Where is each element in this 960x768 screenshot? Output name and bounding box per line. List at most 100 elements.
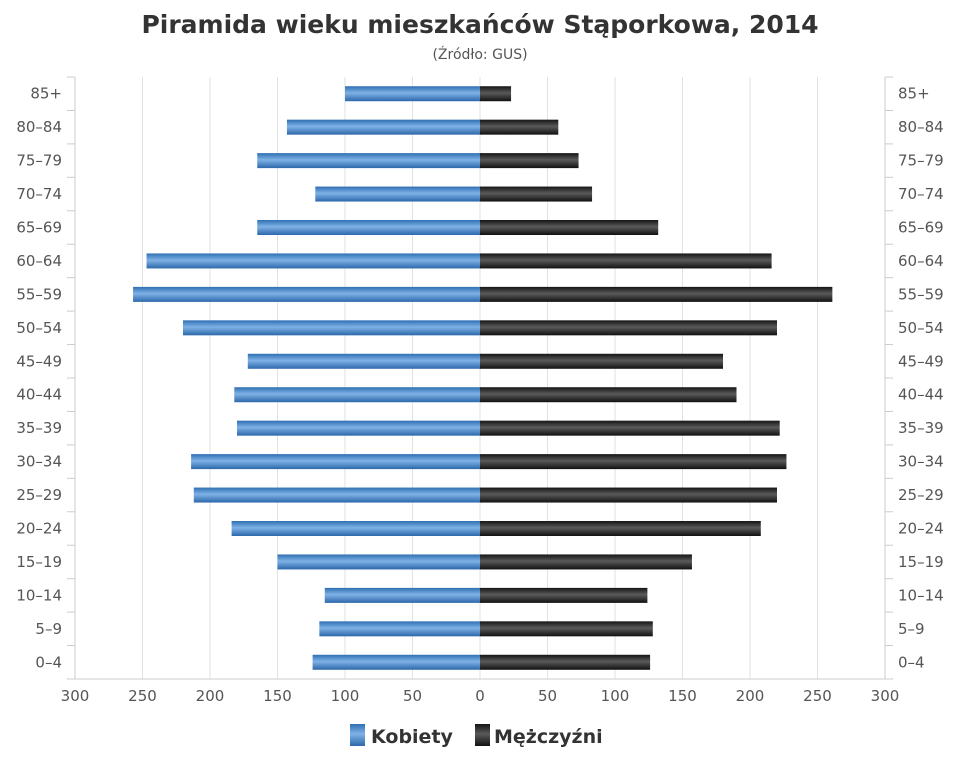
bar-female-40–44[interactable] [234, 387, 480, 403]
bar-female-75–79[interactable] [257, 153, 480, 169]
bar-male-80–84[interactable] [480, 119, 559, 135]
axes [67, 76, 893, 680]
bar-female-55–59[interactable] [133, 286, 481, 302]
bar-female-20–24[interactable] [231, 521, 480, 536]
category-label-right: 75–79 [898, 152, 944, 170]
x-tick-label: 250 [803, 687, 832, 705]
x-tick-label: 150 [263, 687, 292, 705]
bar-male-65–69[interactable] [480, 220, 659, 235]
chart-subtitle: (Źródło: GUS) [432, 45, 527, 63]
x-tick-label: 300 [61, 687, 90, 705]
x-tick-label: 50 [403, 687, 422, 705]
legend[interactable]: Kobiety Mężczyźni [350, 724, 603, 748]
category-label-left: 30–34 [16, 453, 62, 471]
bar-male-25–29[interactable] [480, 487, 777, 503]
category-label-right: 35–39 [898, 419, 944, 437]
bar-male-0–4[interactable] [480, 654, 651, 670]
category-label-left: 5–9 [35, 620, 62, 638]
category-label-left: 25–29 [16, 486, 62, 504]
category-label-left: 70–74 [16, 185, 62, 203]
x-tick-label: 50 [538, 687, 557, 705]
x-tick-label: 150 [668, 687, 697, 705]
category-label-right: 25–29 [898, 486, 944, 504]
bar-female-80–84[interactable] [286, 119, 480, 135]
category-label-left: 20–24 [16, 520, 62, 538]
category-label-right: 10–14 [898, 586, 944, 604]
bar-male-30–34[interactable] [480, 454, 787, 470]
bar-male-50–54[interactable] [480, 320, 777, 336]
category-labels: 0–4 0–4 5–9 5–9 10–14 10–14 15–19 15–19 20–24 20–… [16, 85, 943, 672]
x-tick-labels: 300 250 200 150 100 50 0 50 100 150 200 250 300 [61, 687, 900, 705]
bar-male-45–49[interactable] [480, 353, 723, 369]
x-tick-label: 300 [871, 687, 900, 705]
bar-male-60–64[interactable] [480, 253, 772, 269]
bar-male-70–74[interactable] [480, 186, 593, 202]
category-label-left: 45–49 [16, 352, 62, 370]
chart-title: Piramida wieku mieszkańców Stąporkowa, 2… [141, 10, 818, 39]
legend-swatch-male [475, 724, 490, 746]
bar-female-30–34[interactable] [191, 454, 480, 470]
category-label-right: 60–64 [898, 252, 944, 270]
category-label-left: 55–59 [16, 285, 62, 303]
bar-female-0–4[interactable] [312, 654, 480, 670]
category-label-right: 70–74 [898, 185, 944, 203]
bar-male-55–59[interactable] [480, 286, 833, 302]
category-label-left: 65–69 [16, 219, 62, 237]
category-label-right: 40–44 [898, 386, 944, 404]
bar-female-45–49[interactable] [247, 353, 480, 369]
category-label-right: 5–9 [898, 620, 925, 638]
bar-male-85+[interactable] [480, 86, 512, 102]
category-label-right: 45–49 [898, 352, 944, 370]
category-label-left: 85+ [30, 85, 62, 103]
category-label-left: 15–19 [16, 553, 62, 571]
bar-female-5–9[interactable] [319, 621, 480, 637]
bar-female-35–39[interactable] [237, 420, 480, 436]
category-label-left: 80–84 [16, 118, 62, 136]
category-label-left: 10–14 [16, 586, 62, 604]
legend-item-female[interactable]: Kobiety [350, 724, 454, 748]
bar-male-20–24[interactable] [480, 521, 761, 536]
bar-female-85+[interactable] [345, 86, 480, 102]
x-tick-label: 0 [475, 687, 485, 705]
category-label-right: 55–59 [898, 285, 944, 303]
category-label-right: 20–24 [898, 520, 944, 538]
x-tick-label: 100 [331, 687, 360, 705]
legend-label-female: Kobiety [371, 726, 454, 748]
category-label-right: 80–84 [898, 118, 944, 136]
category-label-right: 65–69 [898, 219, 944, 237]
category-label-right: 85+ [898, 85, 930, 103]
legend-swatch-female [350, 724, 365, 746]
bar-male-5–9[interactable] [480, 621, 653, 637]
bar-male-10–14[interactable] [480, 587, 648, 603]
bar-male-15–19[interactable] [480, 554, 692, 570]
category-label-left: 0–4 [35, 653, 62, 671]
bar-female-10–14[interactable] [324, 587, 480, 603]
bars [133, 86, 833, 670]
x-tick-label: 100 [601, 687, 630, 705]
x-tick-label: 250 [128, 687, 157, 705]
category-label-left: 50–54 [16, 319, 62, 337]
bar-female-70–74[interactable] [315, 186, 480, 202]
bar-male-75–79[interactable] [480, 153, 579, 169]
legend-label-male: Mężczyźni [494, 726, 603, 748]
category-label-left: 75–79 [16, 152, 62, 170]
bar-male-40–44[interactable] [480, 387, 737, 403]
category-label-right: 0–4 [898, 653, 925, 671]
x-tick-label: 200 [196, 687, 225, 705]
bar-female-60–64[interactable] [146, 253, 481, 269]
category-label-right: 50–54 [898, 319, 944, 337]
bar-female-50–54[interactable] [183, 320, 480, 336]
x-tick-label: 200 [736, 687, 765, 705]
grid-lines [142, 77, 818, 679]
category-label-right: 30–34 [898, 453, 944, 471]
category-label-left: 60–64 [16, 252, 62, 270]
legend-item-male[interactable]: Mężczyźni [475, 724, 603, 748]
bar-male-35–39[interactable] [480, 420, 780, 436]
bar-female-25–29[interactable] [193, 487, 481, 503]
category-label-left: 35–39 [16, 419, 62, 437]
category-label-left: 40–44 [16, 386, 62, 404]
bar-female-65–69[interactable] [257, 220, 480, 235]
bar-female-15–19[interactable] [277, 554, 481, 570]
category-label-right: 15–19 [898, 553, 944, 571]
